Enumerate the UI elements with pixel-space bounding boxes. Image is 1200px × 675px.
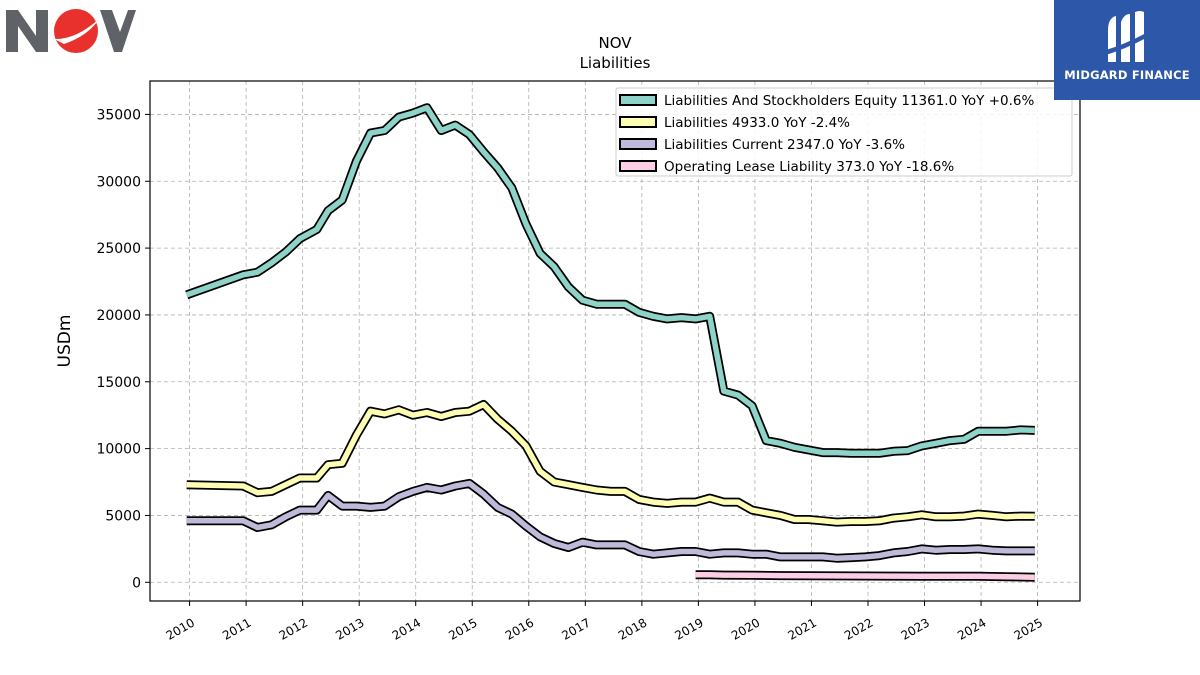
x-tick-label: 2018 (616, 615, 649, 642)
y-tick-label: 30000 (96, 174, 141, 190)
legend-box (615, 87, 1073, 177)
x-axis: 2010 2011 2012 2013 2014 2015 2016 2017 2018 2019… (164, 601, 1045, 643)
x-tick-label: 2022 (842, 615, 875, 642)
y-tick-label: 10000 (96, 442, 141, 458)
legend-label: Liabilities And Stockholders Equity 1136… (664, 93, 1034, 109)
midgard-finance-name: MIDGARD FINANCE (1064, 68, 1190, 82)
brand-arc (1106, 32, 1148, 55)
logo-letter-n (6, 10, 48, 52)
legend-swatch (619, 94, 657, 106)
legend-swatch (619, 116, 657, 128)
series-line (695, 572, 1035, 581)
x-tick-label: 2020 (729, 615, 762, 642)
legend-label: Liabilities 4933.0 YoY -2.4% (664, 115, 850, 131)
y-axis: 0 5000 10000 15000 20000 25000 30000 35000 (96, 107, 150, 591)
x-tick-label: 2013 (333, 615, 366, 642)
legend-label: Operating Lease Liability 373.0 YoY -18.… (664, 159, 954, 175)
chart-subtitle: Liabilities (580, 54, 651, 72)
midgard-finance-logo: MIDGARD FINANCE (1054, 0, 1200, 100)
y-tick-label: 5000 (105, 508, 141, 524)
y-tick-label: 15000 (96, 375, 141, 391)
legend-swatch (619, 160, 657, 172)
brand-pillar-left (1108, 16, 1116, 62)
x-tick-label: 2012 (277, 615, 310, 642)
x-tick-label: 2021 (786, 615, 819, 642)
y-tick-label: 20000 (96, 308, 141, 324)
x-tick-label: 2019 (672, 615, 705, 642)
chart-title: NOV (598, 34, 632, 52)
x-tick-label: 2017 (559, 615, 592, 642)
legend-label: Liabilities Current 2347.0 YoY -3.6% (664, 137, 905, 153)
legend: Liabilities And Stockholders Equity 1136… (615, 87, 1073, 177)
nov-logo (6, 9, 136, 53)
plot-frame (149, 80, 1081, 602)
series-line (186, 401, 1035, 525)
legend-swatch (619, 138, 657, 150)
logo-circle (54, 9, 98, 53)
series-line-outline (186, 400, 1035, 527)
x-tick-label: 2024 (955, 615, 988, 642)
midgard-finance-icon (1106, 11, 1148, 62)
x-tick-label: 2014 (390, 615, 423, 642)
y-axis-label: USDm (55, 315, 75, 368)
x-tick-label: 2015 (446, 615, 479, 642)
series-line (185, 104, 1035, 457)
brand-pillar-mid (1121, 14, 1130, 62)
x-tick-label: 2023 (899, 615, 932, 642)
y-tick-label: 0 (132, 575, 141, 591)
x-tick-label: 2025 (1012, 615, 1045, 642)
logo-letter-v (100, 10, 136, 52)
x-tick-label: 2016 (503, 615, 536, 642)
series-lines (185, 103, 1035, 582)
y-tick-label: 35000 (96, 107, 141, 123)
series-line (186, 480, 1035, 561)
x-tick-label: 2011 (220, 615, 253, 642)
y-tick-label: 25000 (96, 241, 141, 257)
x-tick-label: 2010 (164, 615, 197, 642)
